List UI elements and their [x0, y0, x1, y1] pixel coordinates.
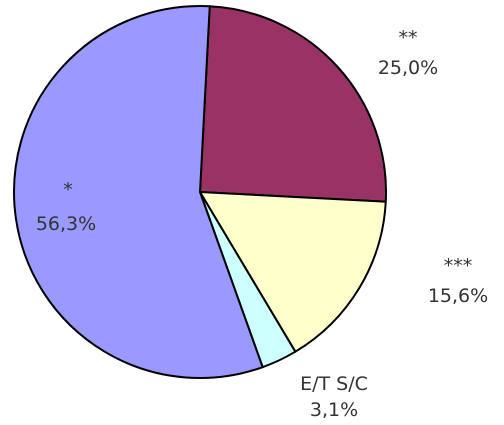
pie-labels: ** 25,0% *** 15,6% E/T S/C 3,1% * 56,3%: [36, 27, 488, 421]
slice-value-label: 25,0%: [378, 57, 438, 79]
slice-category-label: *: [63, 179, 73, 201]
slice-value-label: 56,3%: [36, 213, 96, 235]
slice-category-label: E/T S/C: [300, 373, 368, 395]
slice-category-label: ***: [444, 255, 473, 277]
pie-slices: [13, 5, 387, 379]
pie-slice-2: [199, 191, 387, 353]
slice-value-label: 3,1%: [310, 399, 358, 421]
slice-category-label: **: [399, 27, 418, 49]
pie-slice-4: [13, 5, 264, 379]
slice-value-label: 15,6%: [428, 285, 488, 307]
pie-slice-1: [199, 5, 387, 203]
